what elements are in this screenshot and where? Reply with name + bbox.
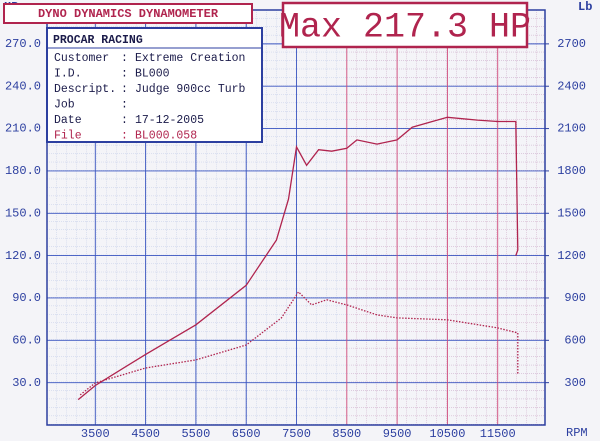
y2-tick-label: 2400 [557, 79, 586, 93]
info-separator: : [121, 83, 128, 96]
y-tick-label: 210.0 [5, 122, 41, 136]
x-tick-label: 9500 [383, 427, 412, 441]
x-axis-label: RPM [566, 426, 588, 440]
y2-tick-label: 300 [564, 376, 586, 390]
x-tick-label: 4500 [131, 427, 160, 441]
y2-tick-label: 1200 [557, 249, 586, 263]
info-separator: : [121, 99, 128, 112]
info-value: Judge 900cc Turb [135, 83, 246, 96]
info-label: I.D. [54, 68, 82, 81]
y2-tick-label: 1800 [557, 164, 586, 178]
info-separator: : [121, 68, 128, 81]
max-annotation: Max 217.3 HP [279, 7, 531, 47]
y2-tick-label: 900 [564, 291, 586, 305]
x-tick-label: 7500 [282, 427, 311, 441]
info-box [46, 27, 263, 143]
info-heading: PROCAR RACING [53, 34, 143, 47]
info-value: Extreme Creation [135, 52, 245, 65]
torque-line [79, 290, 519, 396]
info-label: File [54, 130, 82, 143]
info-separator: : [121, 52, 128, 65]
y2-tick-label: 600 [564, 333, 586, 347]
info-value: 17-12-2005 [135, 114, 204, 127]
y-tick-label: 30.0 [12, 376, 41, 390]
y-tick-label: 120.0 [5, 249, 41, 263]
y-tick-label: 180.0 [5, 164, 41, 178]
info-label: Job [54, 99, 75, 112]
y2-tick-label: 2100 [557, 122, 586, 136]
y-tick-label: 240.0 [5, 79, 41, 93]
y2-tick-label: 2700 [557, 37, 586, 51]
x-tick-label: 3500 [81, 427, 110, 441]
max-box [281, 1, 529, 49]
y-tick-label: 150.0 [5, 206, 41, 220]
x-tick-label: 11500 [480, 427, 516, 441]
info-label: Descript. [54, 83, 116, 96]
y2-tick-label: 1500 [557, 206, 586, 220]
y-tick-label: 90.0 [12, 291, 41, 305]
title-box [3, 3, 253, 24]
info-label: Customer [54, 52, 109, 65]
info-value: BL000.058 [135, 130, 197, 143]
info-separator: : [121, 114, 128, 127]
y-tick-label: 270.0 [5, 37, 41, 51]
info-label: Date [54, 114, 82, 127]
info-separator: : [121, 130, 128, 143]
x-tick-label: 6500 [232, 427, 261, 441]
info-value: BL000 [135, 68, 170, 81]
x-tick-label: 8500 [332, 427, 361, 441]
x-tick-label: 10500 [429, 427, 465, 441]
y-tick-label: 60.0 [12, 333, 41, 347]
x-tick-label: 5500 [181, 427, 210, 441]
y2-axis-label: Lb [578, 0, 592, 14]
chart-title: DYNO DYNAMICS DYNAMOMETER [38, 7, 219, 21]
power-line [77, 116, 519, 401]
